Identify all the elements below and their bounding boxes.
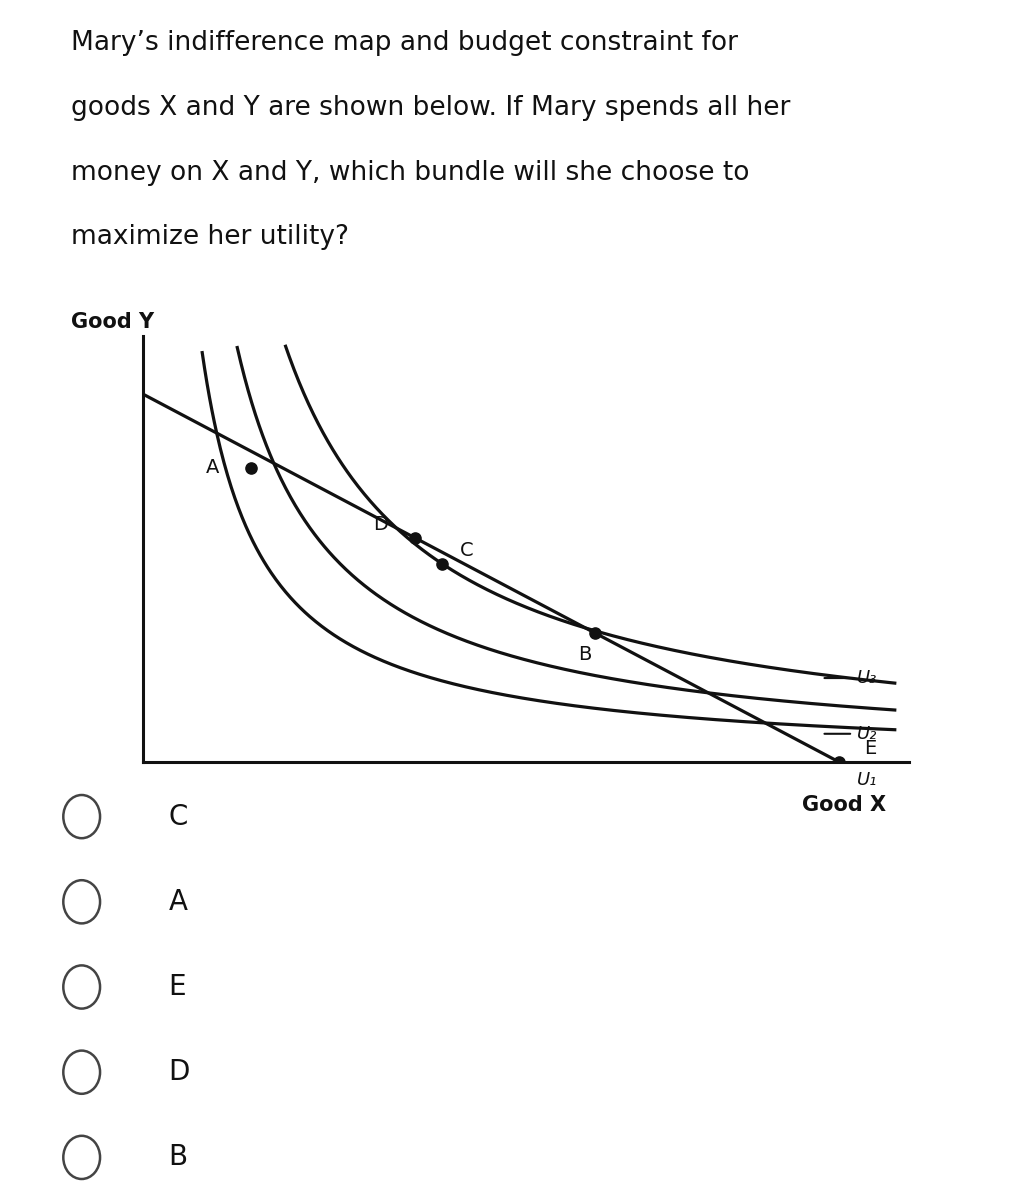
- Text: money on X and Y, which bundle will she choose to: money on X and Y, which bundle will she …: [71, 160, 750, 186]
- Text: B: B: [168, 1144, 188, 1171]
- Text: goods X and Y are shown below. If Mary spends all her: goods X and Y are shown below. If Mary s…: [71, 95, 791, 121]
- Text: U₃: U₃: [857, 670, 877, 688]
- Text: Mary’s indifference map and budget constraint for: Mary’s indifference map and budget const…: [71, 30, 738, 56]
- Text: B: B: [578, 646, 592, 664]
- Point: [587, 624, 603, 643]
- Text: E: E: [168, 973, 186, 1001]
- Text: A: A: [206, 458, 220, 478]
- Text: C: C: [459, 541, 474, 560]
- Text: E: E: [865, 739, 876, 758]
- Text: C: C: [168, 803, 188, 830]
- Point: [831, 752, 847, 772]
- Text: U₁: U₁: [857, 770, 877, 788]
- Text: maximize her utility?: maximize her utility?: [71, 224, 349, 251]
- Text: Good X: Good X: [801, 794, 886, 815]
- Point: [406, 528, 423, 547]
- Text: Good Y: Good Y: [71, 312, 154, 332]
- Text: D: D: [168, 1058, 190, 1086]
- Text: D: D: [373, 515, 388, 534]
- Point: [434, 554, 450, 574]
- Point: [243, 458, 259, 478]
- Text: U₂: U₂: [857, 725, 877, 743]
- Text: A: A: [168, 888, 188, 916]
